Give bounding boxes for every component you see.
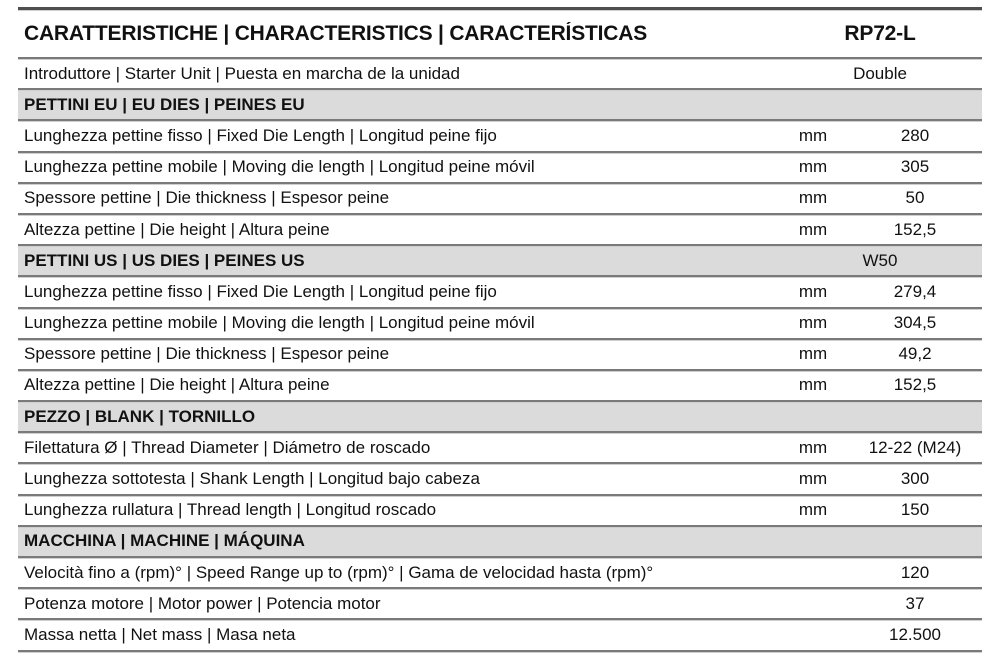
- table-title: CARATTERISTICHE | CHARACTERISTICS | CARA…: [24, 21, 647, 45]
- row-value-merged: W50: [862, 250, 898, 270]
- row-unit: mm: [798, 344, 828, 364]
- row-label: Altezza pettine | Die height | Altura pe…: [24, 219, 330, 239]
- spec-row: Altezza pettine | Die height | Altura pe…: [18, 212, 982, 245]
- section-label: PETTINI US | US DIES | PEINES US: [24, 250, 305, 270]
- row-value: 152,5: [893, 375, 937, 395]
- row-value: 305: [900, 157, 930, 177]
- spec-row: Velocità fino a (rpm)° | Speed Range up …: [18, 556, 982, 588]
- spec-row: Lunghezza rullatura | Thread length | Lo…: [18, 493, 982, 525]
- row-label: Altezza pettine | Die height | Altura pe…: [24, 375, 330, 395]
- row-label: Velocità fino a (rpm)° | Speed Range up …: [24, 562, 654, 582]
- row-value: 49,2: [898, 344, 932, 364]
- row-label: Massa netta | Net mass | Masa neta: [24, 624, 296, 644]
- section-label: PETTINI EU | EU DIES | PEINES EU: [24, 94, 305, 114]
- row-value: 279,4: [893, 281, 937, 301]
- spec-table: CARATTERISTICHE | CHARACTERISTICS | CARA…: [18, 7, 982, 652]
- spec-row: Spessore pettine | Die thickness | Espes…: [18, 181, 982, 213]
- spec-row: Filettatura Ø | Thread Diameter | Diámet…: [18, 431, 982, 463]
- row-label: Lunghezza pettine fisso | Fixed Die Leng…: [24, 125, 497, 145]
- spec-row: Potenza motore | Motor power | Potencia …: [18, 587, 982, 619]
- spec-row: Lunghezza pettine fisso | Fixed Die Leng…: [18, 119, 982, 151]
- row-unit: mm: [798, 125, 828, 145]
- spec-table-header-row: CARATTERISTICHE | CHARACTERISTICS | CARA…: [18, 7, 982, 57]
- section-header-row: PETTINI EU | EU DIES | PEINES EU: [18, 88, 982, 120]
- spec-row: Lunghezza pettine mobile | Moving die le…: [18, 150, 982, 182]
- spec-table-rows: Introduttore | Starter Unit | Puesta en …: [18, 57, 982, 650]
- row-unit: mm: [798, 188, 828, 208]
- row-value: 120: [900, 562, 930, 582]
- row-value: 152,5: [893, 219, 937, 239]
- row-value: 37: [905, 593, 925, 613]
- spec-row: Altezza pettine | Die height | Altura pe…: [18, 368, 982, 401]
- row-label: Spessore pettine | Die thickness | Espes…: [24, 344, 390, 364]
- spec-row: Introduttore | Starter Unit | Puesta en …: [18, 57, 982, 89]
- row-value-merged: Double: [853, 63, 907, 83]
- row-label: Lunghezza pettine mobile | Moving die le…: [24, 157, 535, 177]
- spec-row: Lunghezza pettine mobile | Moving die le…: [18, 306, 982, 338]
- row-label: Potenza motore | Motor power | Potencia …: [24, 593, 381, 613]
- row-unit: mm: [798, 157, 828, 177]
- spec-row: Lunghezza pettine fisso | Fixed Die Leng…: [18, 275, 982, 307]
- row-unit: mm: [798, 313, 828, 333]
- section-header-row: MACCHINA | MACHINE | MÁQUINA: [18, 524, 982, 556]
- row-unit: mm: [798, 469, 828, 489]
- row-label: Filettatura Ø | Thread Diameter | Diámet…: [24, 437, 431, 457]
- row-label: Lunghezza sottotesta | Shank Length | Lo…: [24, 469, 480, 489]
- section-label: MACCHINA | MACHINE | MÁQUINA: [24, 531, 305, 551]
- row-value: 300: [900, 469, 930, 489]
- spec-row: Lunghezza sottotesta | Shank Length | Lo…: [18, 462, 982, 494]
- section-header-row: PETTINI US | US DIES | PEINES US W50: [18, 244, 982, 276]
- row-label: Lunghezza pettine fisso | Fixed Die Leng…: [24, 281, 497, 301]
- row-value: 280: [900, 125, 930, 145]
- row-label: Spessore pettine | Die thickness | Espes…: [24, 188, 390, 208]
- section-label: PEZZO | BLANK | TORNILLO: [24, 406, 256, 426]
- section-header-row: PEZZO | BLANK | TORNILLO: [18, 400, 982, 432]
- row-value: 12.500: [889, 624, 941, 644]
- spec-row: Massa netta | Net mass | Masa neta 12.500: [18, 618, 982, 650]
- row-unit: mm: [798, 375, 828, 395]
- row-value: 150: [900, 500, 930, 520]
- row-unit: mm: [798, 219, 828, 239]
- row-unit: mm: [798, 500, 828, 520]
- row-value: 304,5: [893, 313, 937, 333]
- row-unit: mm: [798, 281, 828, 301]
- row-value: 50: [905, 188, 925, 208]
- row-unit: mm: [798, 437, 828, 457]
- row-value: 12-22 (M24): [868, 437, 962, 457]
- row-label: Lunghezza pettine mobile | Moving die le…: [24, 313, 535, 333]
- spec-row: Spessore pettine | Die thickness | Espes…: [18, 337, 982, 369]
- row-label: Introduttore | Starter Unit | Puesta en …: [24, 63, 460, 83]
- model-name: RP72-L: [844, 21, 916, 45]
- row-label: Lunghezza rullatura | Thread length | Lo…: [24, 500, 437, 520]
